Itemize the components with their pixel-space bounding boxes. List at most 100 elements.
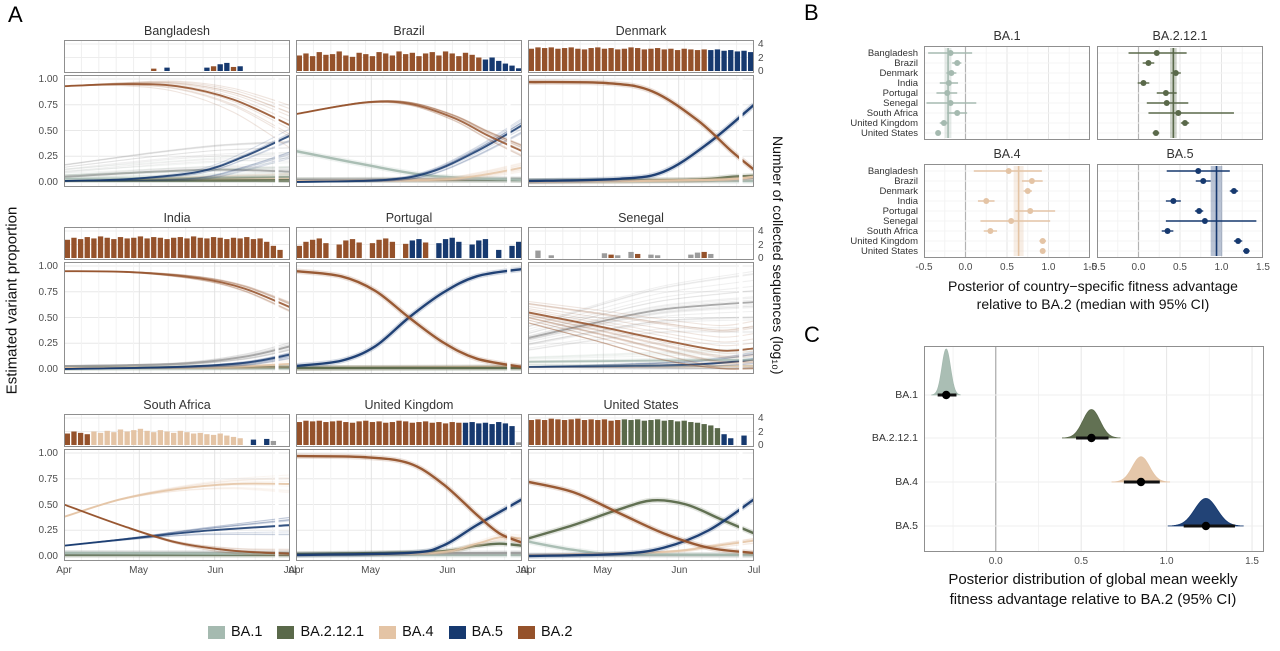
forest-country-label: India <box>897 195 918 207</box>
forest-country-label: Denmark <box>879 67 918 79</box>
proportion-chart-denmark <box>528 75 754 187</box>
bar-y-tick-label: 0 <box>758 66 764 77</box>
sequence-bar-chart-portugal <box>296 227 522 260</box>
prop-y-tick-label: 0.25 <box>38 525 58 537</box>
panel-a-label: A <box>8 2 23 27</box>
forest-country-label: South Africa <box>866 107 918 119</box>
forest-x-tick-label: 0.0 <box>1131 262 1146 273</box>
halfeye-row-label: BA.4 <box>895 476 918 488</box>
legend-label-ba-4: BA.4 <box>402 624 434 640</box>
legend-swatch-ba-4 <box>379 625 397 639</box>
forest-country-label: Brazil <box>894 175 918 187</box>
bar-y-tick-label: 4 <box>758 39 764 50</box>
month-tick-label: Jul <box>283 565 297 576</box>
forest-country-label: Denmark <box>879 185 918 197</box>
month-tick-label: Jun <box>671 565 688 576</box>
legend-swatch-ba-1 <box>208 625 225 639</box>
panel-c-axis-title-line1: Posterior distribution of global mean we… <box>948 571 1238 588</box>
country-title-united-kingdom: United Kingdom <box>364 398 454 412</box>
prop-y-tick-label: 0.50 <box>38 125 58 137</box>
proportion-chart-senegal <box>528 262 754 374</box>
forest-country-label: Bangladesh <box>867 47 918 59</box>
country-title-south-africa: South Africa <box>143 398 211 412</box>
prop-y-tick-label: 0.25 <box>38 151 58 163</box>
prop-y-tick-label: 0.75 <box>38 473 58 485</box>
bar-y-tick-label: 4 <box>758 226 764 237</box>
panel-b-label: B <box>804 0 819 25</box>
prop-y-tick-label: 0.50 <box>38 312 58 324</box>
prop-y-tick-label: 0.00 <box>38 551 58 562</box>
forest-country-label: United Kingdom <box>850 117 918 129</box>
bar-y-tick-label: 4 <box>758 413 764 424</box>
month-tick-label: May <box>129 565 149 576</box>
forest-country-label: United Kingdom <box>850 235 918 247</box>
month-tick-label: Jul <box>515 565 529 576</box>
legend-item-ba-2: BA.2 <box>518 624 572 640</box>
variant-legend: BA.1 BA.2.12.1 BA.4 BA.5 BA.2 <box>208 624 572 640</box>
forest-x-tick-label: 1.0 <box>1214 262 1229 273</box>
proportion-chart-brazil <box>296 75 522 187</box>
forest-plot-ba-5 <box>1097 164 1263 258</box>
month-tick-label: Jun <box>207 565 224 576</box>
forest-country-label: United States <box>860 245 918 257</box>
panel-c-label: C <box>804 322 820 347</box>
legend-swatch-ba-5 <box>448 625 466 639</box>
sequence-bar-chart-south-africa <box>64 414 290 447</box>
country-title-brazil: Brazil <box>393 24 425 38</box>
halfeye-row-label: BA.1 <box>895 389 918 401</box>
forest-title-ba-4: BA.4 <box>993 147 1021 161</box>
y-axis-label: Estimated variant proportion <box>3 206 21 395</box>
proportion-chart-united-kingdom <box>296 449 522 561</box>
forest-country-label: Senegal <box>883 215 918 227</box>
bar-y-tick-label: 2 <box>758 52 764 64</box>
prop-y-tick-label: 1.00 <box>38 261 58 272</box>
prop-y-tick-label: 0.75 <box>38 99 58 111</box>
forest-x-tick-label: 0.5 <box>1173 262 1187 273</box>
sequence-bar-chart-brazil <box>296 40 522 73</box>
forest-country-label: Bangladesh <box>867 165 918 177</box>
forest-country-label: Portugal <box>882 87 918 99</box>
bar-y-tick-label: 0 <box>758 440 764 451</box>
legend-item-ba-1: BA.1 <box>208 624 262 640</box>
forest-plot-ba-2-12-1 <box>1097 46 1263 140</box>
legend-item-ba-2-12-1: BA.2.12.1 <box>277 624 364 640</box>
legend-label-ba-5: BA.5 <box>471 624 503 640</box>
bar-y-tick-label: 2 <box>758 239 764 251</box>
forest-x-tick-label: 1.5 <box>1256 262 1270 273</box>
prop-y-tick-label: 0.00 <box>38 177 58 188</box>
forest-country-label: India <box>897 77 918 89</box>
halfeye-x-tick-label: 0.0 <box>988 556 1003 567</box>
country-title-senegal: Senegal <box>618 211 664 225</box>
month-tick-label: Apr <box>288 565 304 576</box>
panel-b-axis-title-line2: relative to BA.2 (median with 95% CI) <box>976 296 1210 312</box>
country-title-portugal: Portugal <box>385 211 433 225</box>
panel-c-axis-title-line2: fitness advantage relative to BA.2 (95% … <box>949 591 1237 608</box>
legend-label-ba-2-12-1: BA.2.12.1 <box>300 624 365 640</box>
sequence-bar-chart-senegal <box>528 227 754 260</box>
forest-title-ba-2-12-1: BA.2.12.1 <box>1152 29 1208 43</box>
forest-country-label: Portugal <box>882 205 918 217</box>
month-tick-label: Jul <box>747 565 761 576</box>
sequence-bar-chart-india <box>64 227 290 260</box>
proportion-chart-south-africa <box>64 449 290 561</box>
prop-y-tick-label: 0.50 <box>38 499 58 511</box>
country-title-bangladesh: Bangladesh <box>143 24 211 38</box>
prop-y-tick-label: 0.00 <box>38 364 58 375</box>
right-axis-label: Number of collected sequences (log₁₀) <box>770 135 786 375</box>
sequence-bar-chart-united-kingdom <box>296 414 522 447</box>
legend-item-ba-5: BA.5 <box>448 624 503 640</box>
legend-label-ba-2: BA.2 <box>541 624 573 640</box>
panel-b-axis-title-line1: Posterior of country−specific fitness ad… <box>948 278 1238 294</box>
legend-label-ba-1: BA.1 <box>231 624 263 640</box>
forest-x-tick-label: 1.0 <box>1041 262 1056 273</box>
month-tick-label: May <box>361 565 381 576</box>
forest-title-ba-5: BA.5 <box>1166 147 1194 161</box>
halfeye-x-tick-label: 0.5 <box>1074 556 1089 567</box>
month-tick-label: Apr <box>56 565 72 576</box>
proportion-chart-india <box>64 262 290 374</box>
forest-title-ba-1: BA.1 <box>993 29 1021 43</box>
halfeye-x-tick-label: 1.0 <box>1159 556 1174 567</box>
forest-country-label: South Africa <box>866 225 918 237</box>
sequence-bar-chart-denmark <box>528 40 754 73</box>
